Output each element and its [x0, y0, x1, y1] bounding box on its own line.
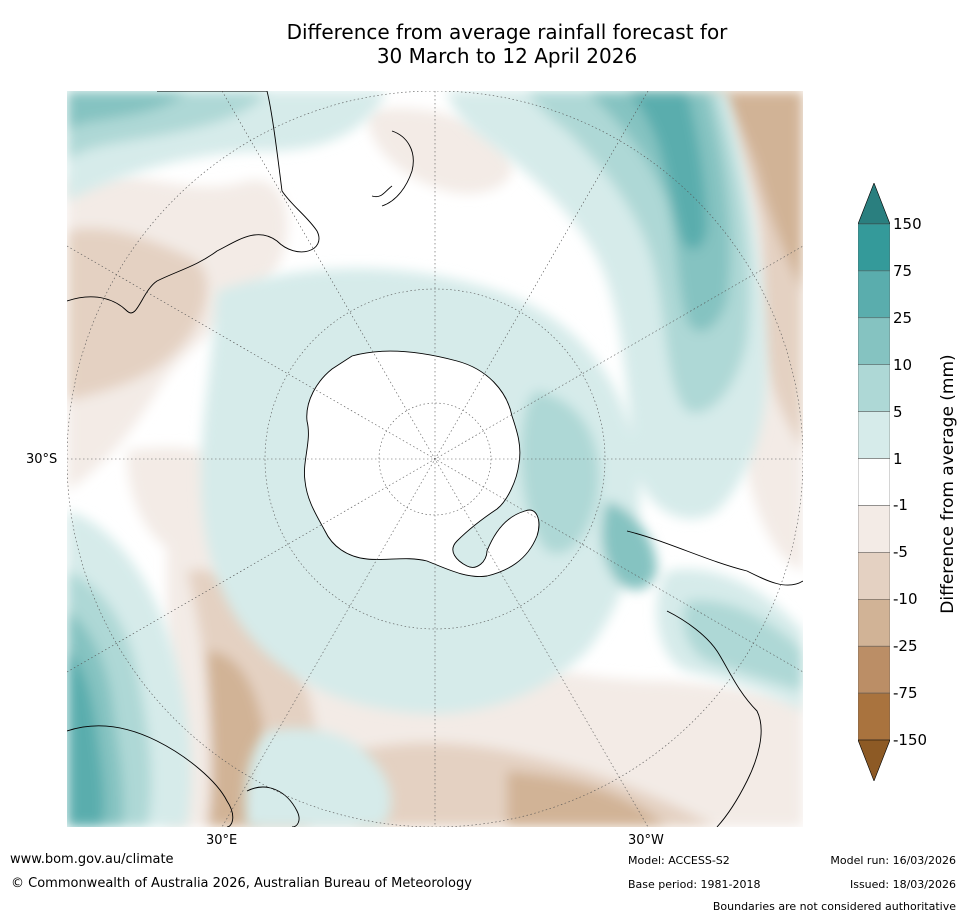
map-svg [67, 91, 803, 827]
colorbar-tick-label: -25 [893, 637, 918, 656]
colorbar-band [857, 270, 891, 319]
latitude-label: 30°S [26, 452, 58, 467]
longitude-label-west: 30°W [628, 833, 664, 848]
map-title: Difference from average rainfall forecas… [0, 20, 965, 68]
colorbar-tick-label: 1 [893, 449, 903, 468]
title-line-2: 30 March to 12 April 2026 [376, 44, 638, 68]
model-run: Model run: 16/03/2026 [830, 854, 956, 867]
colorbar-tick-label: 75 [893, 261, 913, 280]
rainfall-anomaly-region [520, 391, 600, 554]
base-period: Base period: 1981-2018 [628, 878, 761, 891]
colorbar-tick-label: -5 [893, 543, 908, 562]
colorbar-tick-label: -10 [893, 590, 918, 609]
colorbar-tick-label: -75 [893, 684, 918, 703]
issued-date: Issued: 18/03/2026 [849, 878, 956, 891]
colorbar-svg [857, 182, 891, 782]
rainfall-anomaly-region [67, 91, 187, 131]
colorbar-band [857, 505, 891, 553]
south-america-coastline [626, 530, 803, 827]
longitude-label-east: 30°E [206, 833, 238, 848]
colorbar-extend-top [857, 182, 891, 225]
rainfall-map[interactable] [67, 91, 803, 827]
colorbar-title: Difference from average (mm) [938, 354, 958, 614]
madagascar-coastline [246, 786, 300, 827]
colorbar-tick-label: 10 [893, 355, 913, 374]
colorbar-band [857, 364, 891, 412]
model-name: Model: ACCESS-S2 [628, 854, 730, 867]
colorbar-band [857, 317, 891, 365]
rainfall-anomaly-region [67, 228, 208, 401]
rainfall-anomaly-region [245, 728, 392, 827]
colorbar-tick-label: -1 [893, 496, 908, 515]
colorbar-tick-label: 5 [893, 402, 903, 421]
africa-coastline [67, 725, 234, 827]
title-line-1: Difference from average rainfall forecas… [286, 20, 728, 44]
colorbar-extend-bottom [857, 739, 891, 782]
new-zealand-coastline [371, 130, 414, 207]
rainfall-anomaly-region [601, 501, 657, 590]
copyright: © Commonwealth of Australia 2026, Austra… [11, 876, 472, 891]
rainfall-anomaly-region [507, 771, 667, 827]
australia-coastline [67, 91, 320, 314]
colorbar-band [857, 599, 891, 647]
colorbar-tick-label: 150 [893, 215, 922, 233]
colorbar-tick-label: -150 [893, 731, 928, 749]
colorbar-band [857, 411, 891, 459]
colorbar-band [857, 692, 891, 741]
rainfall-anomaly-region [683, 600, 803, 691]
rainfall-anomaly-region [627, 91, 707, 250]
rainfall-anomaly-region [717, 91, 803, 291]
rainfall-anomaly-region [67, 651, 105, 827]
colorbar-band [857, 223, 891, 272]
colorbar [857, 182, 891, 782]
colorbar-band [857, 458, 891, 506]
colorbar-band [857, 552, 891, 600]
graticule [67, 91, 803, 827]
website-link[interactable]: www.bom.gov.au/climate [10, 852, 174, 867]
colorbar-tick-label: 25 [893, 308, 913, 327]
colorbar-band [857, 645, 891, 694]
coastlines [67, 91, 803, 827]
disclaimer: Boundaries are not considered authoritat… [712, 900, 956, 913]
